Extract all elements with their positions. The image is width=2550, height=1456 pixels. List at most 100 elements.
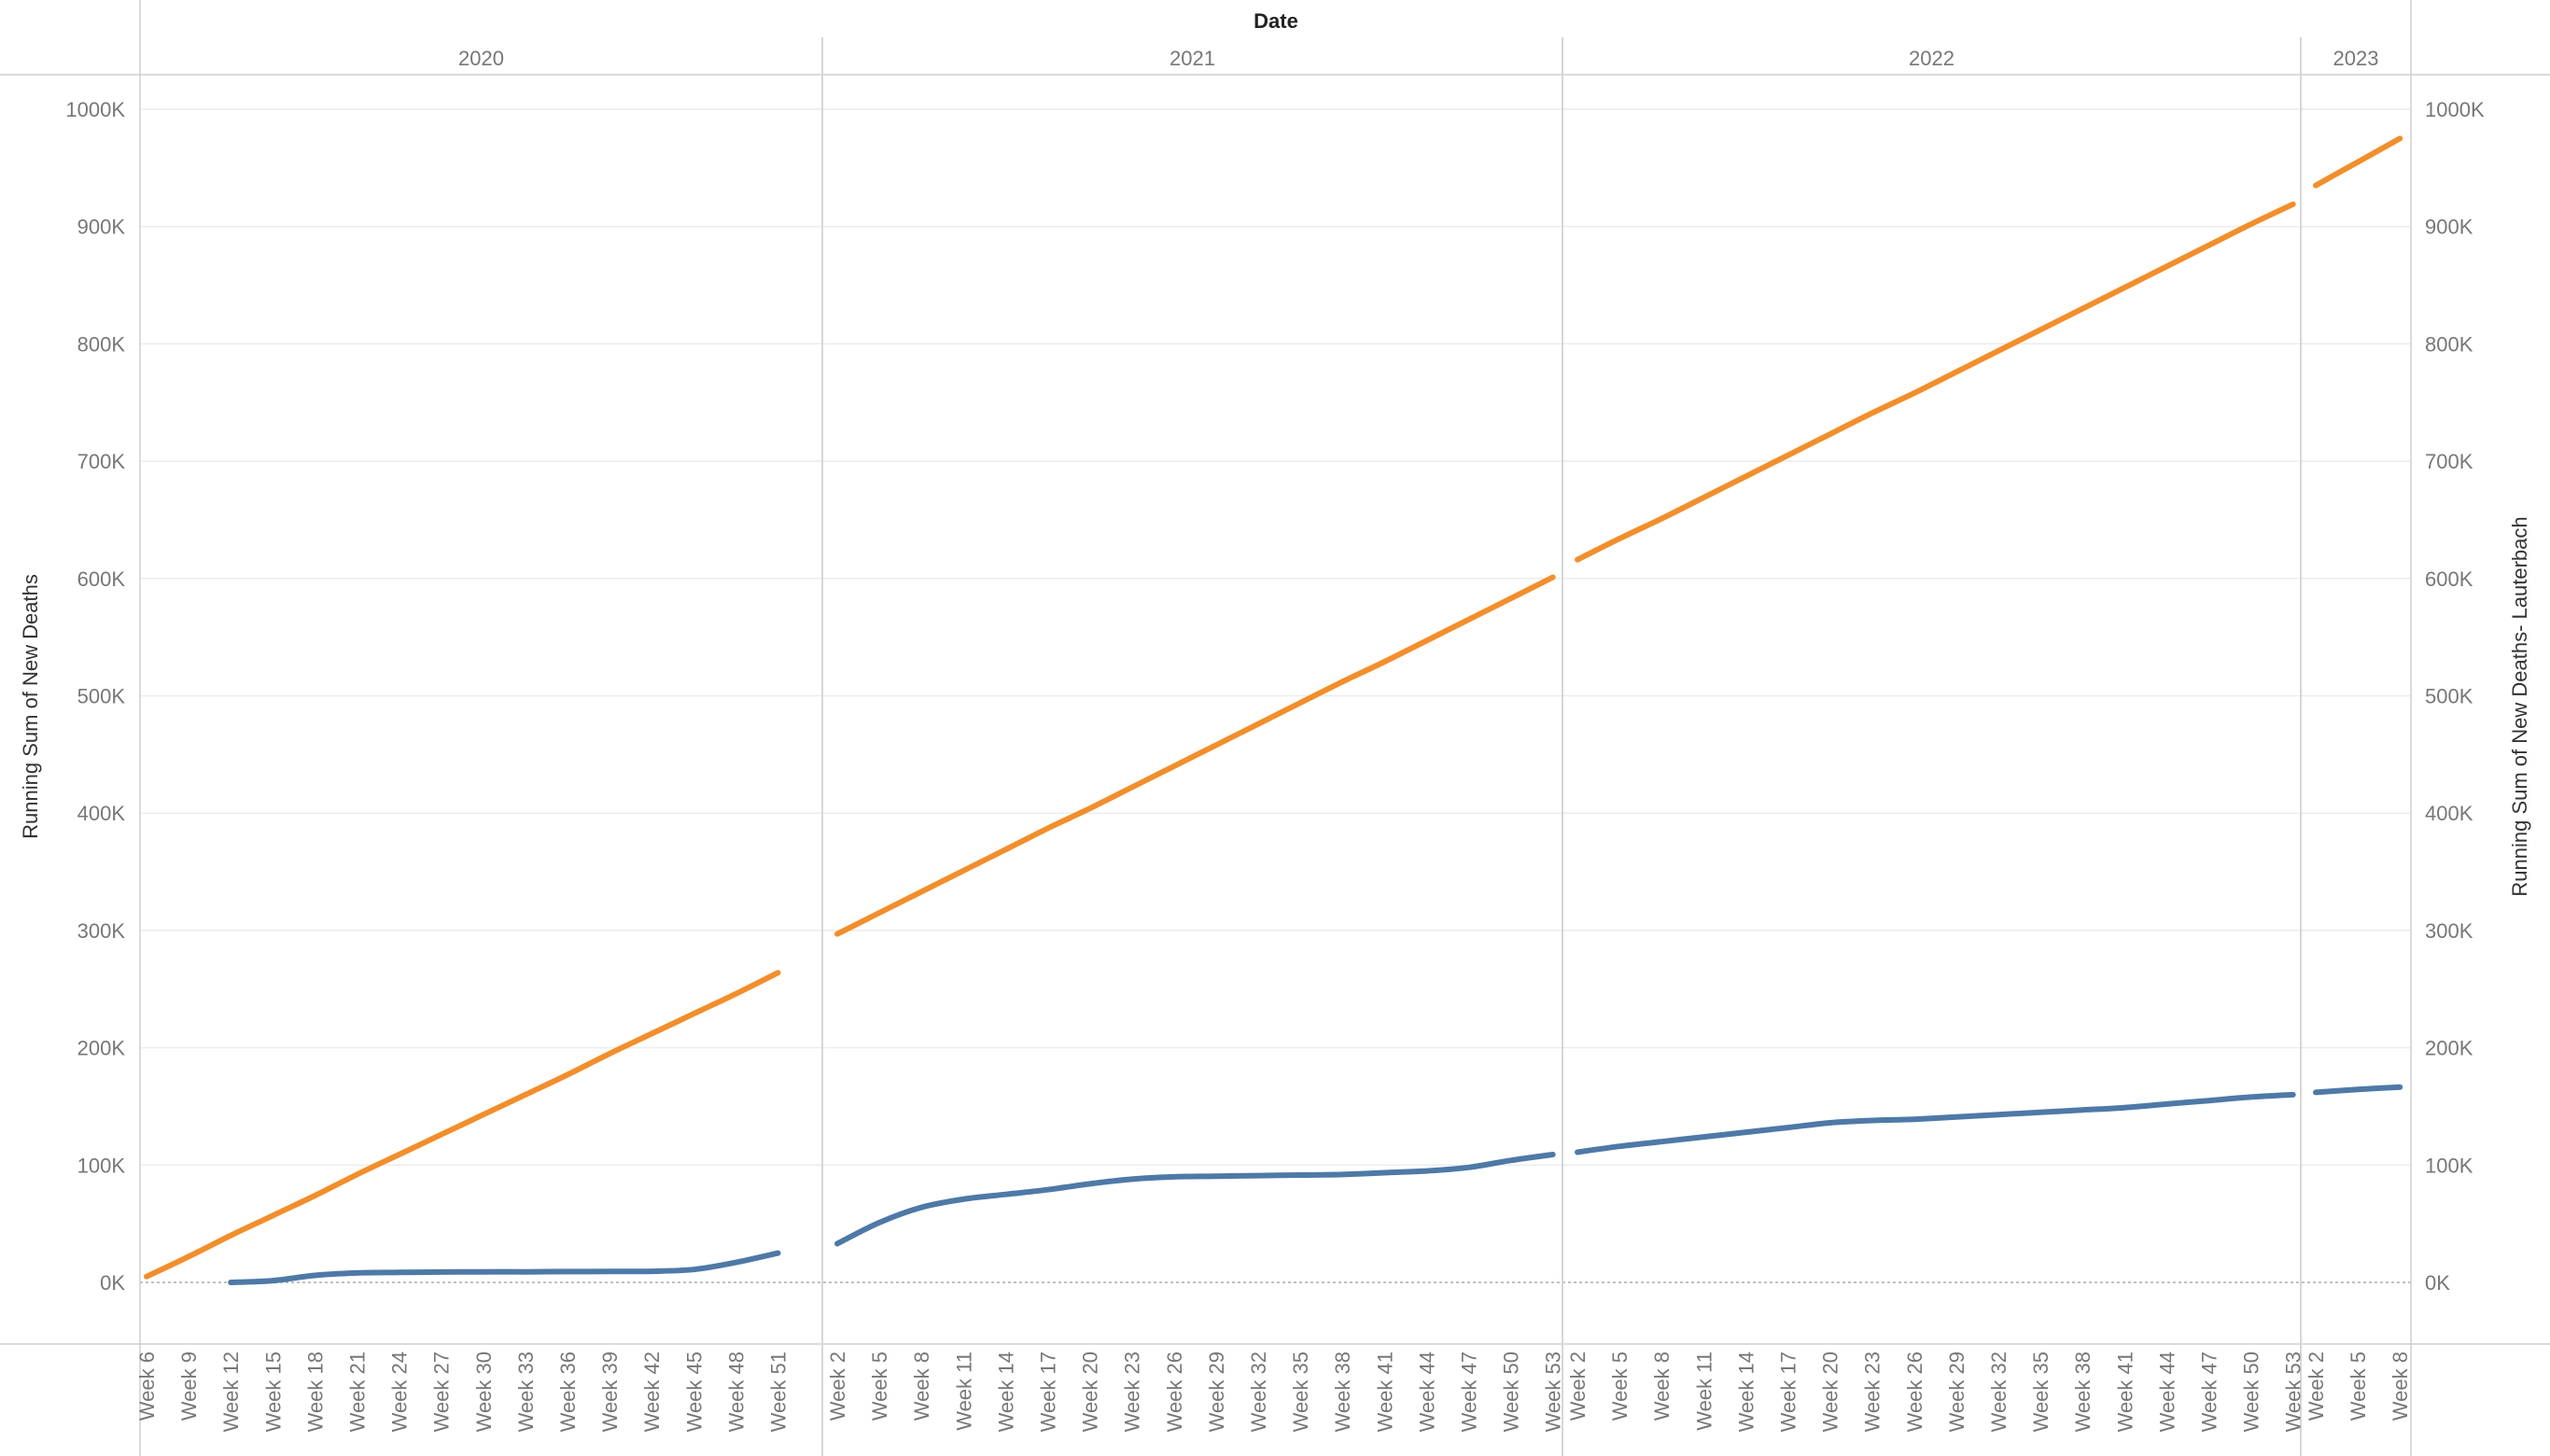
x-tick-label: Week 53 <box>2282 1351 2305 1432</box>
x-tick-label: Week 26 <box>1163 1351 1186 1432</box>
x-tick-label: Week 27 <box>430 1351 454 1432</box>
x-tick-label: Week 18 <box>303 1351 327 1432</box>
year-header-label: 2022 <box>1909 47 1955 70</box>
x-tick-label: Week 9 <box>177 1351 201 1421</box>
series-line-orange-2021 <box>834 574 1556 937</box>
x-tick-label: Week 32 <box>1987 1351 2011 1432</box>
left-y-tick-label: 500K <box>77 685 126 708</box>
x-tick-label: Week 20 <box>1819 1351 1842 1432</box>
x-tick-label: Week 5 <box>2347 1351 2370 1421</box>
x-tick-label: Week 2 <box>2305 1351 2328 1421</box>
right-y-tick-label: 800K <box>2425 332 2473 356</box>
x-tick-label: Week 21 <box>346 1351 370 1432</box>
x-tick-label: Week 23 <box>1861 1351 1884 1432</box>
x-tick-label: Week 44 <box>1415 1351 1438 1432</box>
x-tick-label: Week 11 <box>952 1351 975 1431</box>
right-y-tick-label: 300K <box>2425 919 2473 943</box>
right-axis-title: Running Sum of New Deaths- Lauterbach <box>2508 516 2531 896</box>
right-y-tick-label: 900K <box>2425 216 2473 239</box>
x-tick-label: Week 15 <box>261 1351 285 1432</box>
x-tick-label: Week 8 <box>1650 1351 1674 1421</box>
x-tick-label: Week 50 <box>2240 1351 2263 1432</box>
x-tick-label: Week 26 <box>1903 1351 1927 1432</box>
right-y-tick-label: 200K <box>2425 1037 2473 1060</box>
right-y-tick-label: 600K <box>2425 567 2473 591</box>
series-line-blue-2023 <box>2313 1084 2403 1096</box>
series-line-blue-2020 <box>228 1250 781 1285</box>
x-tick-label: Week 45 <box>682 1351 706 1432</box>
x-tick-label: Week 29 <box>1205 1351 1228 1432</box>
x-tick-label: Week 50 <box>1500 1351 1523 1432</box>
left-y-tick-label: 0K <box>100 1271 125 1295</box>
x-tick-label: Week 53 <box>1542 1351 1565 1432</box>
x-tick-label: Week 39 <box>598 1351 622 1432</box>
right-y-tick-label: 0K <box>2425 1271 2450 1295</box>
series-line-orange-2023 <box>2313 135 2403 189</box>
x-tick-label: Week 44 <box>2155 1351 2179 1432</box>
x-tick-label: Week 41 <box>2113 1351 2137 1432</box>
x-tick-label: Week 38 <box>1331 1351 1354 1432</box>
header-title: Date <box>1254 9 1298 33</box>
x-tick-label: Week 47 <box>1458 1351 1481 1432</box>
x-tick-label: Week 2 <box>1566 1351 1590 1421</box>
right-y-tick-label: 400K <box>2425 802 2473 825</box>
left-y-tick-label: 200K <box>77 1037 126 1060</box>
x-tick-label: Week 5 <box>1608 1351 1632 1421</box>
series-line-blue-2021 <box>834 1152 1556 1247</box>
series-line-orange-2020 <box>144 970 781 1280</box>
x-tick-label: Week 2 <box>826 1351 849 1421</box>
left-y-tick-label: 600K <box>77 567 126 591</box>
left-axis-title: Running Sum of New Deaths <box>19 574 42 839</box>
x-tick-label: Week 11 <box>1692 1351 1716 1431</box>
x-tick-label: Week 12 <box>219 1351 243 1432</box>
left-y-tick-label: 1000K <box>65 98 125 121</box>
x-tick-label: Week 24 <box>388 1351 412 1432</box>
x-tick-label: Week 32 <box>1247 1351 1270 1432</box>
x-tick-label: Week 20 <box>1079 1351 1102 1432</box>
x-tick-label: Week 29 <box>1945 1351 1969 1432</box>
x-tick-label: Week 8 <box>910 1351 933 1421</box>
x-tick-label: Week 51 <box>767 1351 791 1432</box>
left-y-tick-label: 300K <box>77 919 126 943</box>
x-tick-label: Week 47 <box>2198 1351 2221 1432</box>
x-tick-label: Week 6 <box>135 1351 159 1421</box>
x-tick-label: Week 36 <box>556 1351 580 1432</box>
series-line-blue-2022 <box>1575 1091 2296 1155</box>
x-tick-label: Week 35 <box>2029 1351 2053 1432</box>
gridlines <box>140 108 2411 1283</box>
left-y-tick-label: 900K <box>77 216 126 239</box>
right-y-tick-label: 1000K <box>2425 98 2485 121</box>
year-header-label: 2020 <box>458 47 504 70</box>
x-tick-label: Week 8 <box>2389 1351 2412 1421</box>
right-y-tick-label: 500K <box>2425 685 2473 708</box>
x-tick-label: Week 17 <box>1777 1351 1800 1432</box>
x-tick-label: Week 17 <box>1037 1351 1060 1432</box>
x-tick-label: Week 14 <box>1734 1351 1758 1432</box>
left-y-tick-label: 700K <box>77 450 126 473</box>
year-headers: 2020 2021 2022 2023 <box>458 47 2378 70</box>
x-tick-label: Week 23 <box>1121 1351 1144 1432</box>
left-y-tick-label: 100K <box>77 1154 126 1177</box>
right-y-axis: 0K 100K 200K 300K 400K 500K 600K 700K 800K 900K 10… <box>2425 98 2485 1295</box>
x-tick-label: Week 33 <box>514 1351 538 1432</box>
x-tick-label: Week 48 <box>724 1351 748 1432</box>
x-tick-label: Week 35 <box>1289 1351 1312 1432</box>
x-axis-week-labels: Week 6 Week 9 Week 12 Week 15 Week 18 Week 21… <box>135 1351 2412 1432</box>
x-tick-label: Week 14 <box>994 1351 1017 1432</box>
x-tick-label: Week 42 <box>640 1351 664 1432</box>
right-y-tick-label: 100K <box>2425 1154 2473 1177</box>
year-header-label: 2021 <box>1170 47 1215 70</box>
right-y-tick-label: 700K <box>2425 450 2473 473</box>
year-header-label: 2023 <box>2333 47 2379 70</box>
x-tick-label: Week 30 <box>472 1351 496 1432</box>
left-y-axis: 0K 100K 200K 300K 400K 500K 600K 700K 800K 900K 10… <box>65 98 125 1295</box>
left-y-tick-label: 400K <box>77 802 126 825</box>
x-tick-label: Week 41 <box>1373 1351 1396 1432</box>
series-line-orange-2022 <box>1575 201 2296 563</box>
x-tick-label: Week 5 <box>868 1351 891 1421</box>
x-tick-label: Week 38 <box>2071 1351 2095 1432</box>
left-y-tick-label: 800K <box>77 332 126 356</box>
series-lines <box>144 135 2403 1285</box>
